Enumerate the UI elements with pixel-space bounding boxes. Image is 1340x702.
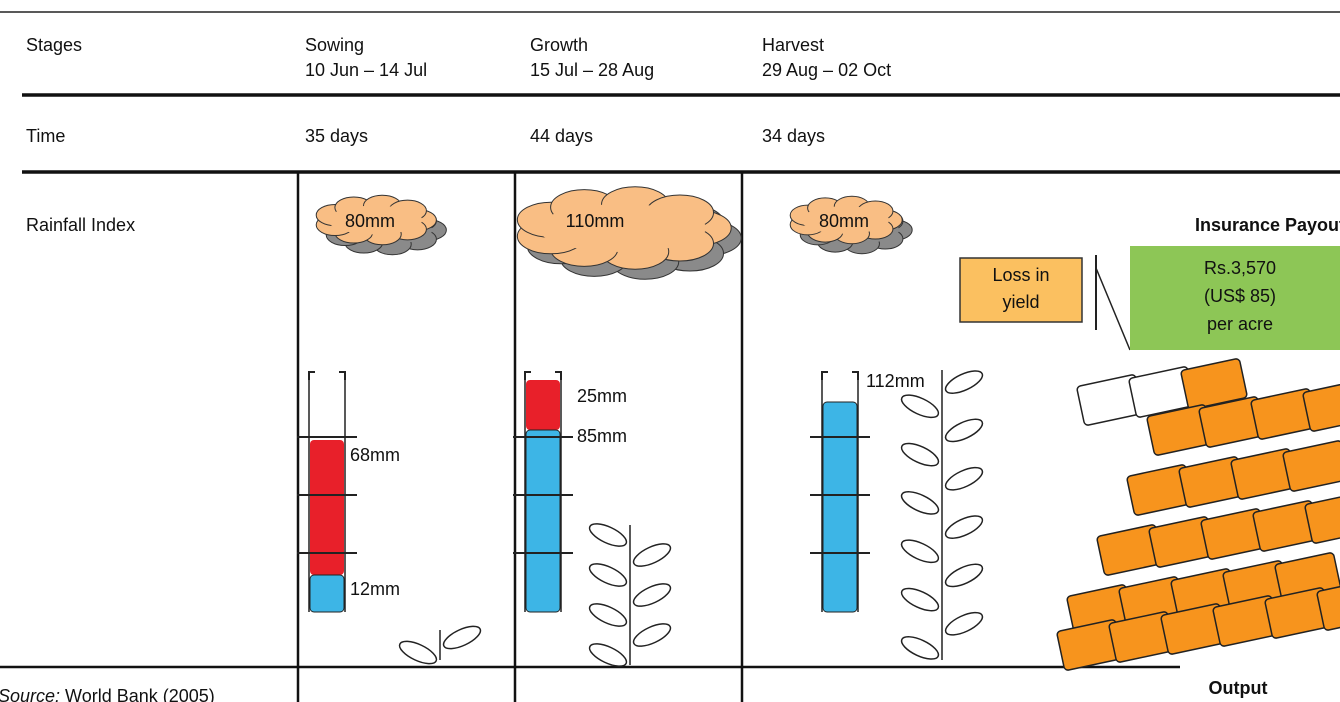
cloud-label: 80mm bbox=[345, 211, 395, 231]
cloud-label: 80mm bbox=[819, 211, 869, 231]
leaf bbox=[900, 636, 940, 660]
gauge-bracket bbox=[524, 371, 562, 380]
row-label: Rainfall Index bbox=[26, 215, 135, 235]
stage-dates: 29 Aug – 02 Oct bbox=[762, 60, 891, 80]
source-text: World Bank (2005) bbox=[65, 686, 215, 702]
cloud-fill bbox=[538, 204, 706, 252]
source-label: Source: bbox=[0, 686, 60, 702]
leaf bbox=[632, 543, 672, 567]
gauge-label: 112mm bbox=[866, 371, 925, 391]
stage-name: Sowing bbox=[305, 35, 364, 55]
stage-dates: 10 Jun – 14 Jul bbox=[305, 60, 427, 80]
gauge-label: 12mm bbox=[350, 579, 400, 599]
gauge-blue bbox=[309, 574, 345, 613]
loss-pointer bbox=[1095, 267, 1131, 351]
payout-amount: (US$ 85) bbox=[1204, 286, 1276, 306]
gauge-label: 68mm bbox=[350, 445, 400, 465]
gauge-label: 85mm bbox=[577, 426, 627, 446]
gauge-blue bbox=[525, 429, 561, 613]
loss-text: Loss in bbox=[992, 265, 1049, 285]
leaf bbox=[900, 394, 940, 419]
leaf bbox=[900, 587, 940, 612]
leaf bbox=[632, 583, 672, 607]
cloud-label: 110mm bbox=[566, 211, 625, 231]
leaf bbox=[944, 418, 984, 443]
row-label: Time bbox=[26, 126, 65, 146]
brick bbox=[1302, 380, 1340, 432]
payout-amount: Rs.3,570 bbox=[1204, 258, 1276, 278]
leaf bbox=[944, 466, 984, 491]
payout-box bbox=[1130, 246, 1340, 350]
gauge-blue bbox=[822, 401, 858, 613]
output-label: Output bbox=[1209, 678, 1268, 698]
leaf bbox=[398, 640, 438, 665]
source: Source: World Bank (2005) bbox=[0, 686, 215, 702]
stage-name: Growth bbox=[530, 35, 588, 55]
leaf bbox=[900, 539, 940, 564]
leaf bbox=[944, 515, 984, 539]
leaf bbox=[944, 563, 984, 588]
loss-box bbox=[959, 257, 1083, 323]
gauge-bracket bbox=[821, 371, 859, 380]
loss-text: yield bbox=[1002, 292, 1039, 312]
leaf bbox=[944, 611, 984, 636]
stage-name: Harvest bbox=[762, 35, 824, 55]
gauge-label: 25mm bbox=[577, 386, 627, 406]
brick bbox=[1304, 492, 1340, 544]
gauge-red bbox=[310, 440, 344, 575]
leaf bbox=[588, 643, 628, 667]
row-label: Stages bbox=[26, 35, 82, 55]
payout-amount: per acre bbox=[1207, 314, 1273, 334]
duration: 44 days bbox=[530, 126, 593, 146]
gauge-bracket bbox=[308, 371, 346, 380]
leaf bbox=[632, 623, 672, 647]
leaf bbox=[588, 523, 628, 547]
leaf bbox=[442, 625, 482, 650]
duration: 35 days bbox=[305, 126, 368, 146]
plants bbox=[398, 370, 984, 667]
leaf bbox=[900, 442, 940, 467]
clouds bbox=[315, 186, 913, 280]
brick bbox=[1282, 440, 1340, 492]
leaf bbox=[900, 491, 940, 515]
leaf bbox=[944, 370, 984, 394]
cloud-fill bbox=[801, 206, 889, 234]
payout-title: Insurance Payout bbox=[1195, 215, 1340, 235]
leaf bbox=[588, 603, 628, 627]
gauge-red bbox=[526, 380, 560, 430]
brick bbox=[1180, 358, 1248, 410]
duration: 34 days bbox=[762, 126, 825, 146]
output-bricks bbox=[1056, 358, 1340, 671]
stage-dates: 15 Jul – 28 Aug bbox=[530, 60, 654, 80]
leaf bbox=[588, 563, 628, 587]
cloud-fill bbox=[327, 205, 423, 235]
brick bbox=[1316, 579, 1340, 631]
gauges bbox=[297, 371, 870, 613]
